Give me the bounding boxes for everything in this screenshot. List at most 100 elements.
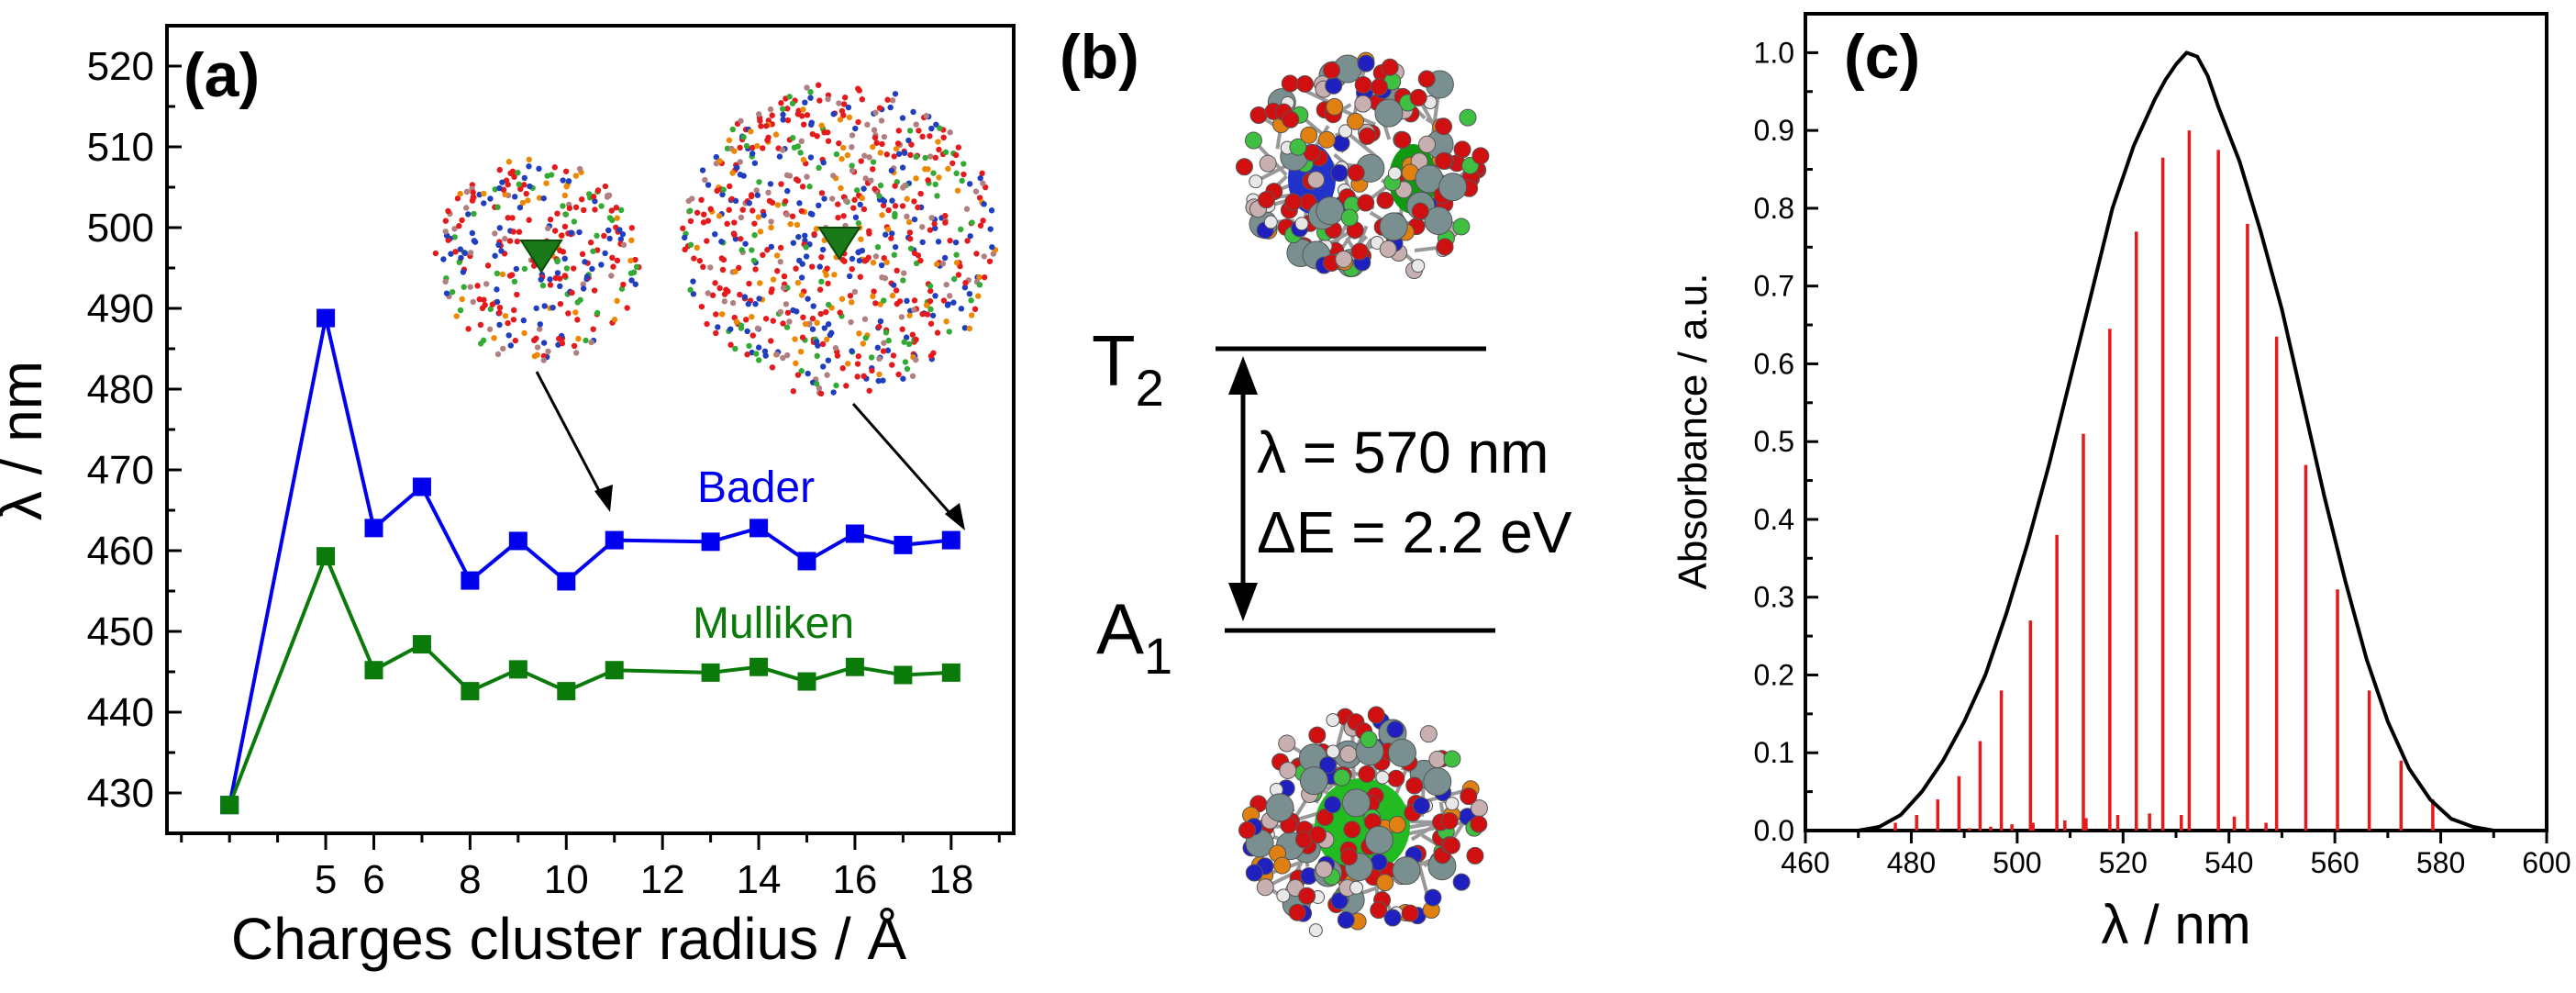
- inset-charge-dot: [910, 108, 916, 116]
- upper-molecule-atom: [1282, 110, 1300, 128]
- transition-energy: ΔE = 2.2 eV: [1257, 499, 1572, 565]
- inset-charge-dot: [762, 352, 769, 359]
- inset-charge-dot: [749, 207, 756, 214]
- inset-charge-dot: [818, 122, 825, 128]
- inset-charge-dot: [896, 298, 904, 305]
- inset-charge-dot: [627, 257, 634, 264]
- upper-molecule-atom: [1338, 124, 1353, 139]
- upper-molecule-atom: [1459, 108, 1477, 127]
- lower-molecule-atom: [1370, 853, 1388, 871]
- inset-charge-dot: [988, 207, 995, 214]
- inset-charge-dot: [737, 144, 743, 151]
- inset-charge-dot: [718, 255, 725, 262]
- inset-charge-dot: [594, 187, 602, 194]
- inset-charge-dot: [943, 281, 949, 288]
- inset-charge-dot: [494, 351, 502, 358]
- lower-molecule-atom: [1440, 811, 1459, 830]
- data-point-bader: [412, 477, 431, 496]
- inset-charge-dot: [816, 164, 822, 172]
- inset-charge-dot: [731, 148, 738, 154]
- inset-charge-dot: [798, 138, 805, 145]
- inset-charge-dot: [463, 188, 471, 195]
- inset-charge-dot: [827, 331, 834, 339]
- inset-charge-dot: [814, 319, 820, 326]
- inset-charge-dot: [814, 339, 820, 345]
- inset-charge-dot: [448, 251, 454, 257]
- inset-charge-dot: [856, 330, 862, 337]
- panel-c-x-tick-label: 480: [1887, 846, 1936, 879]
- inset-charge-dot: [836, 100, 842, 106]
- inset-charge-dot: [825, 320, 832, 328]
- panel-a-x-tick-label: 8: [459, 857, 481, 902]
- upper-molecule-atom: [1323, 61, 1341, 80]
- inset-charge-dot: [554, 210, 561, 217]
- inset-charge-dot: [936, 146, 942, 153]
- inset-charge-dot: [774, 202, 782, 208]
- inset-charge-dot: [906, 312, 913, 318]
- inset-charge-dot: [515, 169, 521, 176]
- inset-charge-dot: [927, 320, 935, 327]
- inset-charge-dot: [585, 191, 593, 197]
- inset-charge-dot: [461, 284, 467, 290]
- inset-charge-dot: [496, 166, 503, 173]
- inset-charge-dot: [456, 222, 462, 229]
- inset-charge-dot: [609, 254, 616, 262]
- panel-c-axes: 0.0 0.1 0.2 0.3 0.4 0.5 0.6 0.7 0.8 0.9 1.0 460 480 5…: [1754, 12, 2571, 879]
- inset-charge-dot: [889, 292, 896, 299]
- upper-molecule-atom: [1316, 196, 1345, 226]
- inset-charge-dot: [572, 309, 579, 316]
- inset-charge-dot: [861, 185, 867, 192]
- inset-charge-dot: [576, 165, 583, 173]
- legend-bader: Bader: [697, 463, 815, 512]
- inset-charge-dot: [849, 255, 856, 262]
- data-point-bader: [364, 519, 383, 538]
- inset-charge-dot: [544, 173, 550, 179]
- lower-molecule-atom: [1273, 856, 1292, 875]
- inset-charge-dot: [842, 197, 849, 205]
- inset-charge-dot: [888, 167, 895, 174]
- inset-charge-dot: [713, 311, 719, 318]
- inset-charge-dot: [745, 301, 751, 307]
- inset-charge-dot: [835, 201, 841, 207]
- inset-charge-dot: [928, 215, 935, 221]
- inset-charge-dot: [901, 150, 908, 156]
- inset-charge-dot: [825, 138, 832, 144]
- lower-molecule-atom: [1245, 864, 1263, 882]
- inset-charge-dot: [474, 283, 481, 289]
- panel-c-y-axis-label: Absorbance / a.u.: [1671, 273, 1715, 590]
- panel-a-line-chart: 430 440 450 460 470 480 490 500 510 520 5 6 8 10 12 14 1…: [0, 24, 1016, 972]
- inset-charge-dot: [904, 213, 910, 220]
- inset-charge-dot: [770, 276, 777, 283]
- inset-charge-dot: [881, 255, 887, 262]
- data-point-mulliken: [941, 663, 960, 682]
- inset-charge-dot: [698, 196, 705, 204]
- inset-charge-dot: [588, 339, 594, 346]
- inset-charge-dot: [799, 261, 805, 267]
- inset-charge-dot: [508, 272, 516, 278]
- upper-molecule-atom: [1376, 191, 1394, 209]
- inset-charge-dot: [526, 163, 532, 170]
- inset-charge-dot: [590, 194, 597, 200]
- inset-charge-dot: [498, 248, 505, 254]
- inset-charge-dot: [581, 206, 587, 214]
- inset-charge-dot: [465, 326, 472, 332]
- inset-charge-dot: [986, 258, 994, 264]
- inset-charge-dot: [800, 156, 807, 163]
- inset-charge-dot: [786, 173, 794, 179]
- inset-charge-dot: [892, 213, 898, 220]
- inset-charge-dot: [915, 204, 921, 211]
- data-point-mulliken: [508, 660, 527, 679]
- inset-charge-dot: [496, 304, 504, 311]
- lower-molecule-atom: [1370, 901, 1388, 920]
- panel-c-y-tick-label: 0.1: [1754, 736, 1794, 769]
- inset-charge-dot: [977, 174, 983, 182]
- inset-charge-dot: [870, 159, 877, 165]
- inset-charge-dot: [889, 197, 895, 204]
- inset-charge-dot: [531, 352, 539, 360]
- upper-molecule-atom: [1289, 138, 1307, 156]
- inset-charge-dot: [916, 128, 922, 134]
- inset-charge-dot: [494, 270, 501, 277]
- inset-charge-dot: [899, 203, 906, 209]
- inset-charge-dot: [729, 170, 736, 176]
- upper-state-letter: T: [1092, 320, 1136, 401]
